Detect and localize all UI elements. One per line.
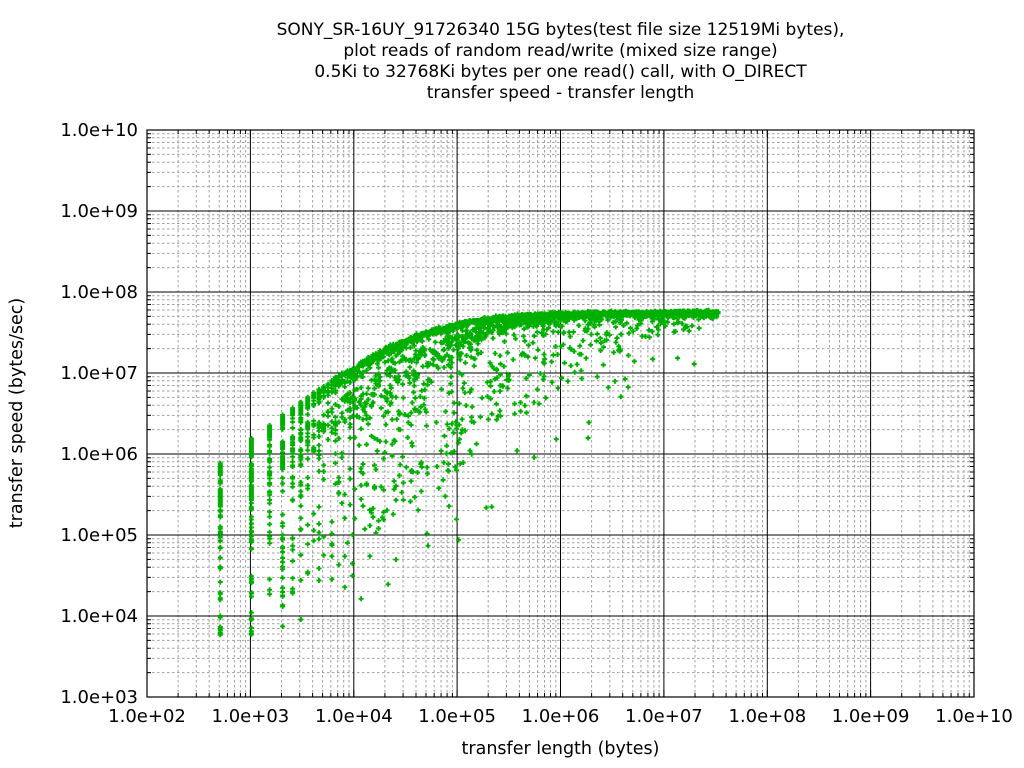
y-tick-label: 1.0e+03	[60, 687, 138, 708]
x-tick-label: 1.0e+02	[108, 706, 186, 727]
plot-border	[146, 129, 975, 698]
y-tick-label: 1.0e+09	[60, 201, 138, 222]
y-tick-label: 1.0e+05	[60, 525, 138, 546]
chart-title-line-1: SONY_SR-16UY_91726340 15G bytes(test fil…	[276, 20, 845, 40]
x-tick-label: 1.0e+08	[728, 706, 806, 727]
y-tick-label: 1.0e+07	[60, 363, 138, 384]
chart-title-line-2: plot reads of random read/write (mixed s…	[343, 41, 778, 61]
y-tick-label: 1.0e+10	[60, 120, 138, 141]
y-tick-label: 1.0e+04	[60, 606, 138, 627]
scatter-points	[217, 307, 721, 638]
x-tick-label: 1.0e+05	[418, 706, 496, 727]
chart-title-line-3: 0.5Ki to 32768Ki bytes per one read() ca…	[314, 62, 807, 82]
y-tick-label: 1.0e+06	[60, 444, 138, 465]
x-tick-label: 1.0e+09	[832, 706, 910, 727]
x-tick-label: 1.0e+03	[212, 706, 290, 727]
grid-major-lines	[147, 130, 974, 697]
x-axis-title: transfer length (bytes)	[461, 739, 660, 759]
x-tick-label: 1.0e+10	[935, 706, 1013, 727]
y-tick-label: 1.0e+08	[60, 282, 138, 303]
x-tick-label: 1.0e+06	[522, 706, 600, 727]
x-tick-label: 1.0e+07	[625, 706, 703, 727]
chart-title-line-4: transfer speed - transfer length	[426, 83, 695, 103]
x-tick-label: 1.0e+04	[315, 706, 393, 727]
chart-title: SONY_SR-16UY_91726340 15G bytes(test fil…	[147, 20, 974, 104]
